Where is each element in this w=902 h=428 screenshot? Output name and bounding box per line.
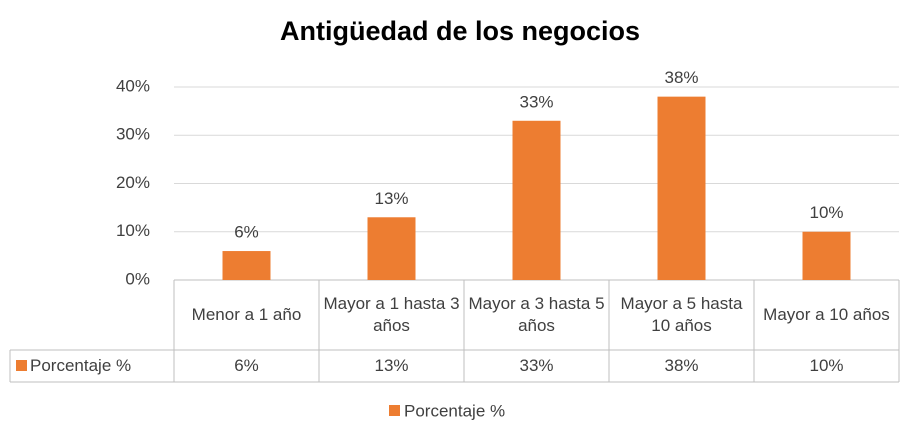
data-label: 6% bbox=[234, 223, 259, 242]
y-tick-label: 20% bbox=[116, 173, 150, 192]
table-value: 10% bbox=[809, 356, 844, 375]
data-label: 33% bbox=[519, 92, 553, 111]
table-legend-key bbox=[16, 360, 27, 371]
y-tick-label: 30% bbox=[116, 125, 150, 144]
table-value: 38% bbox=[664, 356, 699, 375]
data-label: 38% bbox=[664, 68, 698, 87]
category-label: Mayor a 5 hasta 10 años bbox=[620, 294, 743, 335]
legend-label: Porcentaje % bbox=[404, 401, 505, 420]
data-label: 13% bbox=[374, 189, 408, 208]
table-value: 33% bbox=[519, 356, 554, 375]
data-label: 10% bbox=[809, 203, 843, 222]
category-label: Mayor a 1 hasta 3 años bbox=[323, 294, 460, 335]
y-tick-label: 0% bbox=[125, 269, 150, 288]
table-value: 6% bbox=[234, 356, 259, 375]
category-label: Mayor a 10 años bbox=[763, 305, 890, 324]
bar bbox=[367, 217, 416, 280]
bar bbox=[512, 120, 561, 281]
y-tick-label: 10% bbox=[116, 221, 150, 240]
bar bbox=[657, 96, 706, 281]
category-label: Menor a 1 año bbox=[191, 305, 302, 324]
y-tick-label: 40% bbox=[116, 76, 150, 95]
category-label: Mayor a 3 hasta 5 años bbox=[468, 294, 605, 335]
table-value: 13% bbox=[374, 356, 409, 375]
bar bbox=[222, 251, 271, 280]
chart-title: Antigüedad de los negocios bbox=[280, 16, 640, 46]
legend-key bbox=[389, 405, 400, 416]
bar bbox=[802, 231, 851, 280]
table-series-name: Porcentaje % bbox=[30, 356, 132, 375]
